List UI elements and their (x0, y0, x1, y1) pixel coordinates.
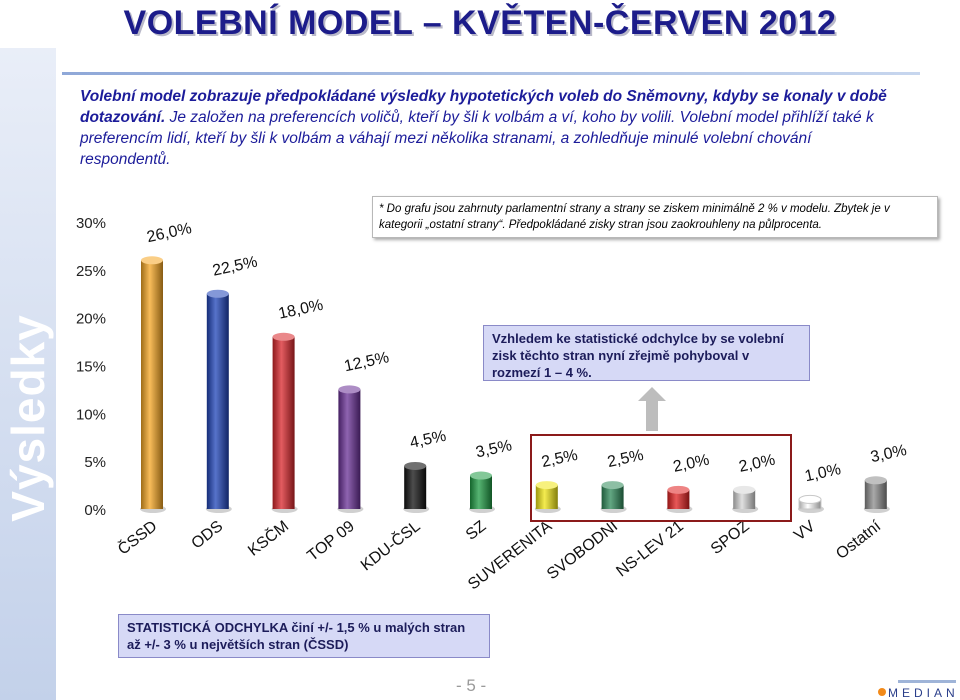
statistical-callout: Vzhledem ke statistické odchylce by se v… (483, 325, 810, 381)
bar-top (141, 256, 163, 265)
side-panel: Výsledky (0, 48, 56, 700)
bar (206, 293, 229, 509)
bar (864, 480, 887, 509)
category-label: Ostatní (833, 517, 885, 562)
bar-top (667, 485, 690, 494)
bar (667, 489, 690, 509)
intro-text: Volební model zobrazuje předpokládané vý… (80, 86, 890, 170)
logo-bar (898, 680, 956, 683)
bar (601, 485, 624, 509)
bar-top (535, 481, 558, 490)
data-label: 12,5% (343, 349, 391, 375)
category-label: KDU-ČSL (357, 516, 424, 574)
bar-top (601, 481, 624, 490)
bar-top (272, 332, 295, 341)
median-logo: MEDIAN (888, 686, 959, 700)
bar (141, 260, 163, 509)
logo-dot-icon (878, 688, 886, 696)
category-label: ODS (188, 518, 226, 553)
data-label: 22,5% (211, 254, 259, 280)
y-tick-label: 0% (84, 502, 106, 519)
bar-top (338, 385, 361, 394)
bar (470, 475, 492, 509)
page-number: - 5 - (456, 676, 487, 695)
up-arrow-icon (638, 387, 666, 431)
category-label: NS-LEV 21 (613, 518, 687, 581)
bar (404, 465, 427, 509)
bar (733, 489, 756, 509)
category-label: SZ (463, 518, 490, 544)
category-label: TOP 09 (304, 518, 358, 565)
title-divider (62, 72, 920, 75)
bar (338, 389, 361, 509)
bar (535, 485, 558, 509)
y-tick-label: 25% (76, 263, 106, 280)
data-label: 18,0% (277, 297, 325, 323)
bar (272, 336, 295, 509)
bar-top (798, 494, 822, 504)
y-tick-label: 5% (84, 454, 106, 471)
category-label: SPOZ (708, 518, 753, 558)
bar-top (206, 289, 229, 298)
y-tick-label: 20% (76, 311, 106, 328)
bar-top (404, 461, 427, 470)
y-tick-label: 15% (76, 359, 106, 376)
category-label: VV (791, 518, 819, 545)
data-label: 3,0% (869, 442, 908, 466)
statistical-error-note: STATISTICKÁ ODCHYLKA činí +/- 1,5 % u ma… (118, 614, 490, 658)
y-tick-label: 10% (76, 406, 106, 423)
intro-bold: Volební model zobrazuje předpokládané vý… (80, 88, 887, 126)
category-label: ČSSD (114, 516, 161, 558)
bar-top (470, 471, 492, 480)
intro-rest: Je založen na preferencích voličů, kteří… (80, 109, 874, 168)
page-title: VOLEBNÍ MODEL – KVĚTEN-ČERVEN 2012 (123, 4, 837, 42)
data-label: 1,0% (803, 461, 842, 485)
data-label: 3,5% (474, 437, 513, 461)
y-tick-label: 30% (76, 215, 106, 232)
category-label: SVOBODNI (544, 518, 621, 583)
bar-top (864, 476, 887, 485)
chart-footnote: * Do grafu jsou zahrnuty parlamentní str… (372, 196, 938, 238)
bar-top (733, 485, 756, 494)
data-label: 4,5% (408, 428, 447, 452)
data-label: 26,0% (145, 220, 193, 246)
category-label: KSČM (244, 516, 292, 559)
small-parties-highlight (530, 434, 792, 522)
